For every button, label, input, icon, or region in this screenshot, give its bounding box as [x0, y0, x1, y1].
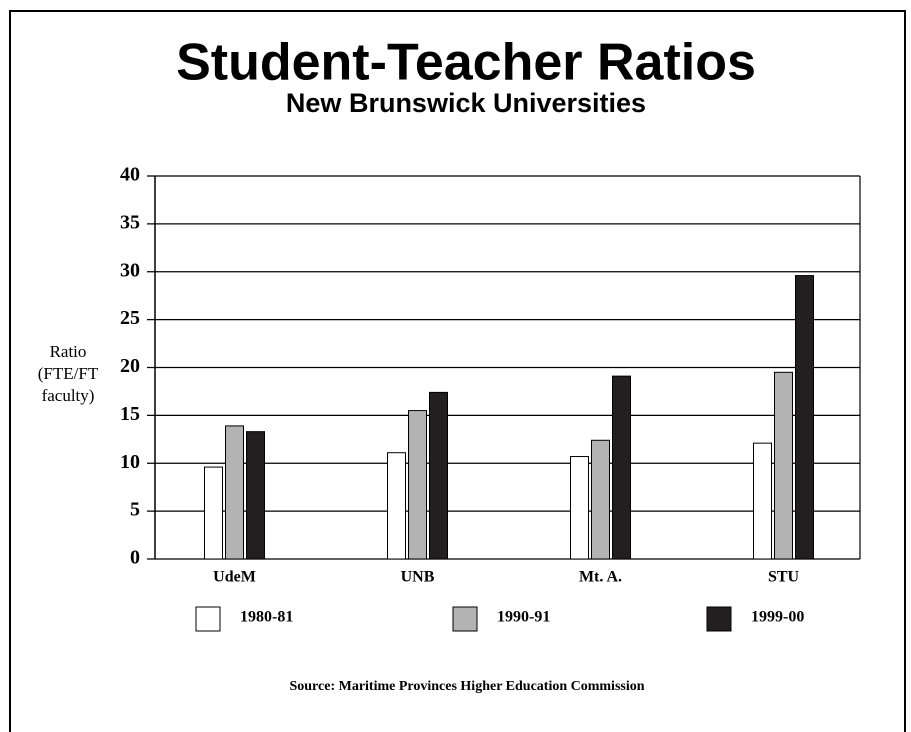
y-axis-label: faculty): [42, 386, 95, 405]
source: Source: Maritime Provinces Higher Educat…: [289, 679, 644, 694]
bar: [591, 439, 610, 560]
bar: [795, 275, 814, 560]
bar: [246, 431, 265, 560]
y-axis-label: Ratio: [50, 342, 87, 361]
bar: [570, 456, 589, 560]
legend-label: 1999-00: [751, 609, 804, 626]
legend-swatch: [452, 606, 478, 632]
y-tick-label: 40: [120, 164, 140, 186]
y-tick-label: 30: [120, 259, 140, 281]
y-tick-label: 35: [120, 211, 140, 233]
y-tick-label: 5: [130, 499, 140, 521]
bar: [429, 391, 448, 560]
legend-swatch: [706, 606, 732, 632]
y-tick-label: 15: [120, 403, 140, 425]
bar: [774, 371, 793, 560]
chart-subtitle: New Brunswick Universities: [286, 88, 646, 118]
x-tick-label: STU: [768, 569, 800, 586]
y-tick-label: 20: [120, 355, 140, 377]
bar: [204, 466, 223, 560]
x-tick-label: UdeM: [213, 569, 256, 586]
bar: [387, 452, 406, 560]
x-tick-label: Mt. A.: [579, 569, 622, 586]
legend-label: 1990-91: [497, 609, 550, 626]
x-tick-label: UNB: [401, 569, 435, 586]
bar: [753, 442, 772, 560]
y-tick-label: 25: [120, 307, 140, 329]
bar: [612, 375, 631, 560]
frame: [9, 10, 906, 732]
y-tick-label: 10: [120, 451, 140, 473]
chart-title: Student-Teacher Ratios: [176, 34, 756, 92]
bar: [225, 425, 244, 560]
bar: [408, 410, 427, 560]
y-tick-label: 0: [130, 547, 140, 569]
legend-label: 1980-81: [240, 609, 293, 626]
y-axis-label: (FTE/FT: [38, 364, 99, 383]
legend-swatch: [195, 606, 221, 632]
